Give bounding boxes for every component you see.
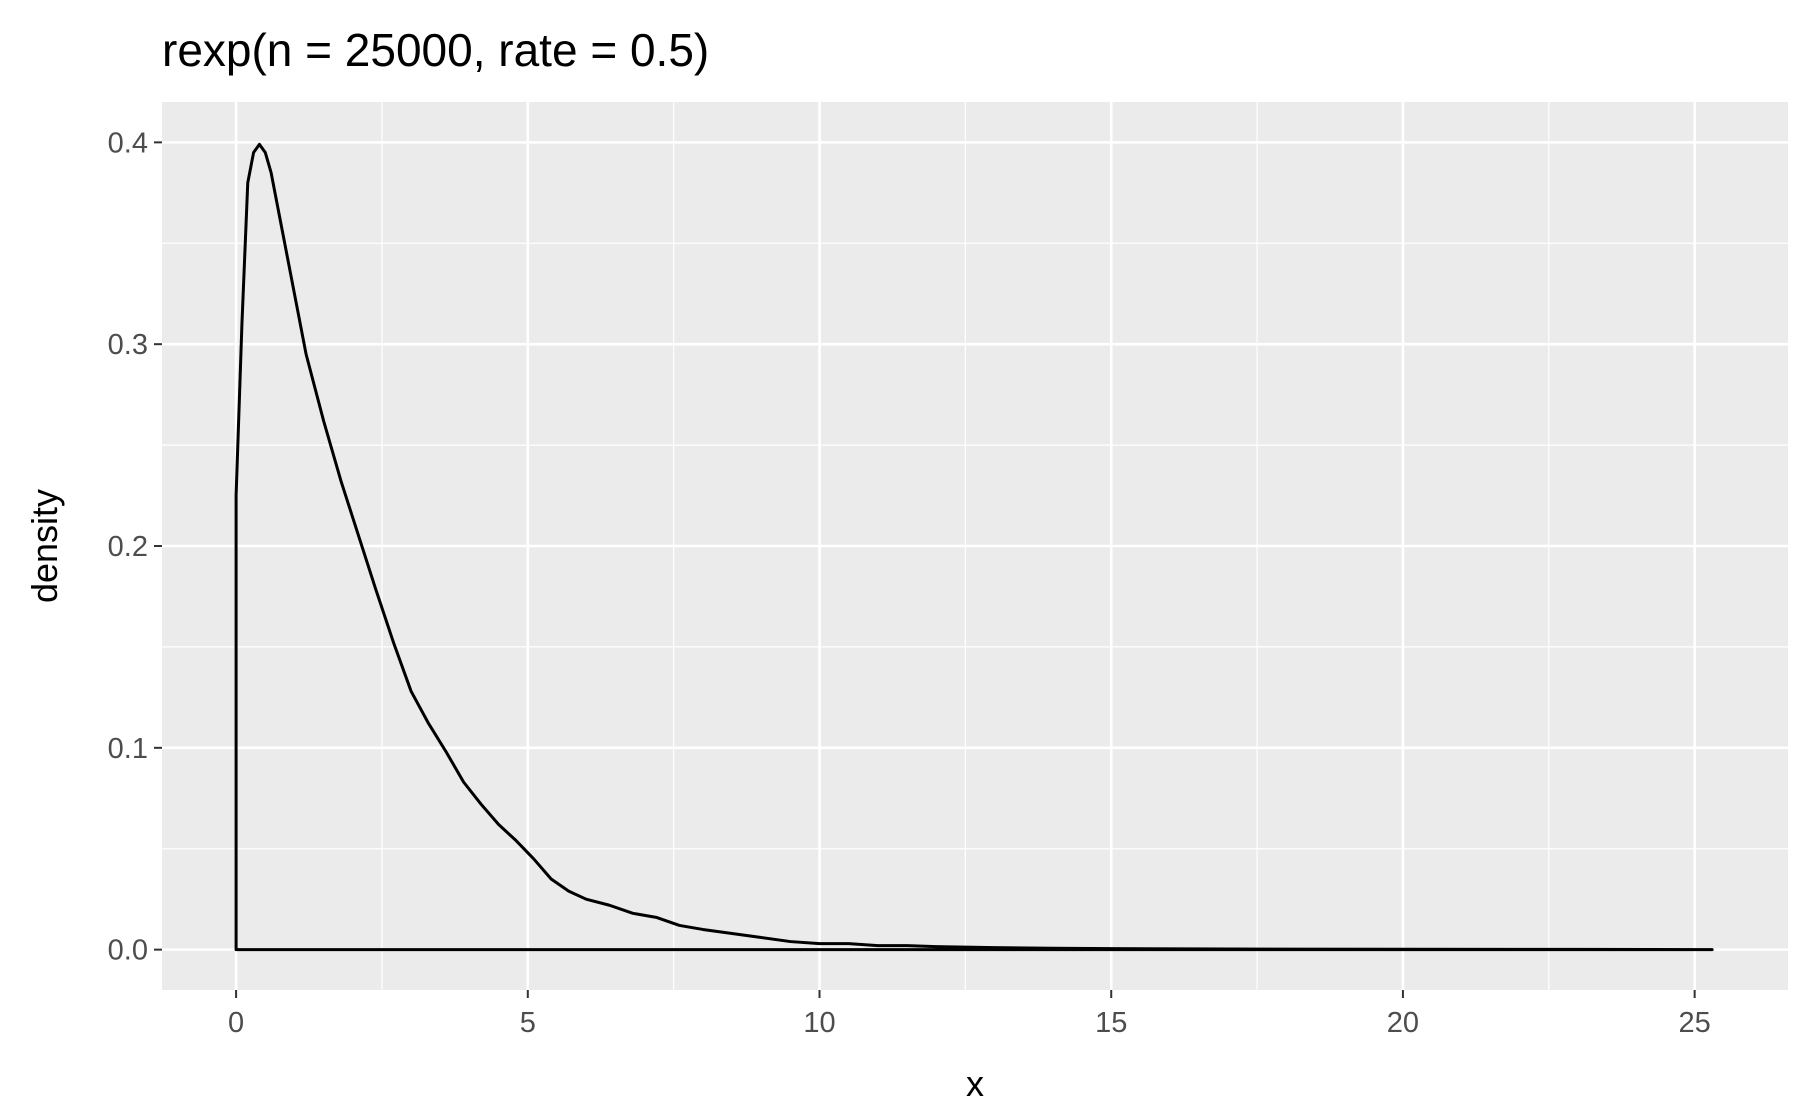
- x-tick-label: 15: [1095, 1007, 1127, 1039]
- y-axis-ticks: 0.0 0.1 0.2 0.3 0.4: [108, 127, 162, 967]
- x-tick-label: 5: [520, 1007, 536, 1039]
- density-curve: [234, 142, 1714, 952]
- x-tick-label: 0: [228, 1007, 244, 1039]
- x-tick-label: 10: [803, 1007, 835, 1039]
- y-tick-label: 0.3: [108, 329, 148, 361]
- y-axis-title: density: [24, 489, 65, 603]
- y-tick-label: 0.4: [108, 127, 148, 159]
- y-tick-label: 0.1: [108, 733, 148, 765]
- x-axis-title: x: [966, 1063, 984, 1104]
- y-tick-label: 0.2: [108, 531, 148, 563]
- x-axis-ticks: 0 5 10 15 20 25: [228, 990, 1711, 1039]
- x-tick-label: 25: [1679, 1007, 1711, 1039]
- chart-title: rexp(n = 25000, rate = 0.5): [162, 24, 709, 76]
- x-tick-label: 20: [1387, 1007, 1419, 1039]
- y-tick-label: 0.0: [108, 935, 148, 967]
- series-layer: [234, 142, 1714, 952]
